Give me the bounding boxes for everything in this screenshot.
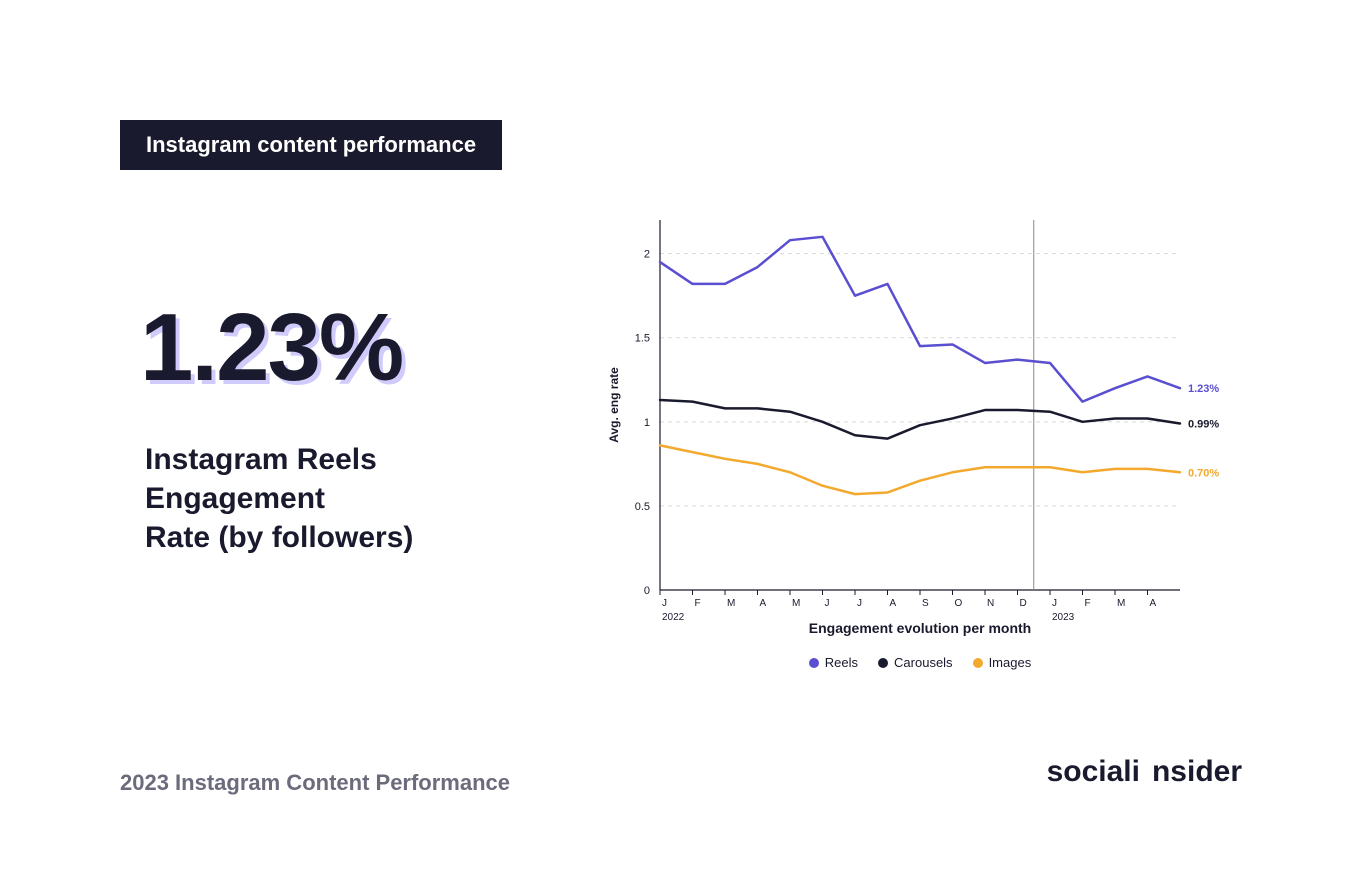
svg-text:D: D [1020, 598, 1027, 609]
svg-text:M: M [727, 598, 735, 609]
legend-item: Reels [809, 655, 858, 670]
svg-text:0: 0 [644, 585, 650, 597]
page: Instagram content performance 1.23% Inst… [0, 0, 1372, 896]
svg-text:M: M [1117, 598, 1125, 609]
svg-text:1.5: 1.5 [635, 333, 650, 345]
svg-text:S: S [922, 598, 929, 609]
line-chart: 00.511.52Avg. eng rateJFMAMJJASONDJFMA20… [600, 210, 1240, 640]
legend-dot-icon [973, 658, 983, 668]
svg-text:A: A [760, 598, 767, 609]
legend-label: Images [989, 655, 1032, 670]
svg-text:A: A [890, 598, 897, 609]
svg-text:1: 1 [644, 417, 650, 429]
header-badge: Instagram content performance [120, 120, 502, 170]
svg-text:F: F [1085, 598, 1091, 609]
legend-dot-icon [878, 658, 888, 668]
svg-text:J: J [1052, 598, 1057, 609]
svg-text:O: O [955, 598, 963, 609]
svg-text:1.23%: 1.23% [1188, 383, 1219, 395]
headline-stat: 1.23% [140, 300, 402, 396]
legend-item: Images [973, 655, 1032, 670]
svg-text:F: F [695, 598, 701, 609]
svg-text:J: J [662, 598, 667, 609]
headline-description: Instagram Reels Engagement Rate (by foll… [145, 440, 413, 557]
footer-caption: 2023 Instagram Content Performance [120, 770, 510, 796]
svg-text:A: A [1150, 598, 1157, 609]
legend-dot-icon [809, 658, 819, 668]
svg-text:0.5: 0.5 [635, 501, 650, 513]
svg-text:2: 2 [644, 249, 650, 261]
svg-text:0.99%: 0.99% [1188, 419, 1219, 431]
svg-text:0.70%: 0.70% [1188, 467, 1219, 479]
svg-text:J: J [825, 598, 830, 609]
legend-item: Carousels [878, 655, 953, 670]
chart-legend: Reels Carousels Images [600, 655, 1240, 671]
legend-label: Carousels [894, 655, 953, 670]
brand-text-post: nsider [1152, 755, 1242, 789]
svg-text:Avg. eng rate: Avg. eng rate [607, 367, 621, 443]
chart-x-axis-label: Engagement evolution per month [600, 620, 1240, 636]
svg-text:M: M [792, 598, 800, 609]
svg-text:J: J [857, 598, 862, 609]
brand-text-pre: social [1047, 755, 1132, 789]
svg-text:N: N [987, 598, 994, 609]
legend-label: Reels [825, 655, 858, 670]
brand-logo: socialinsider [1047, 755, 1242, 789]
